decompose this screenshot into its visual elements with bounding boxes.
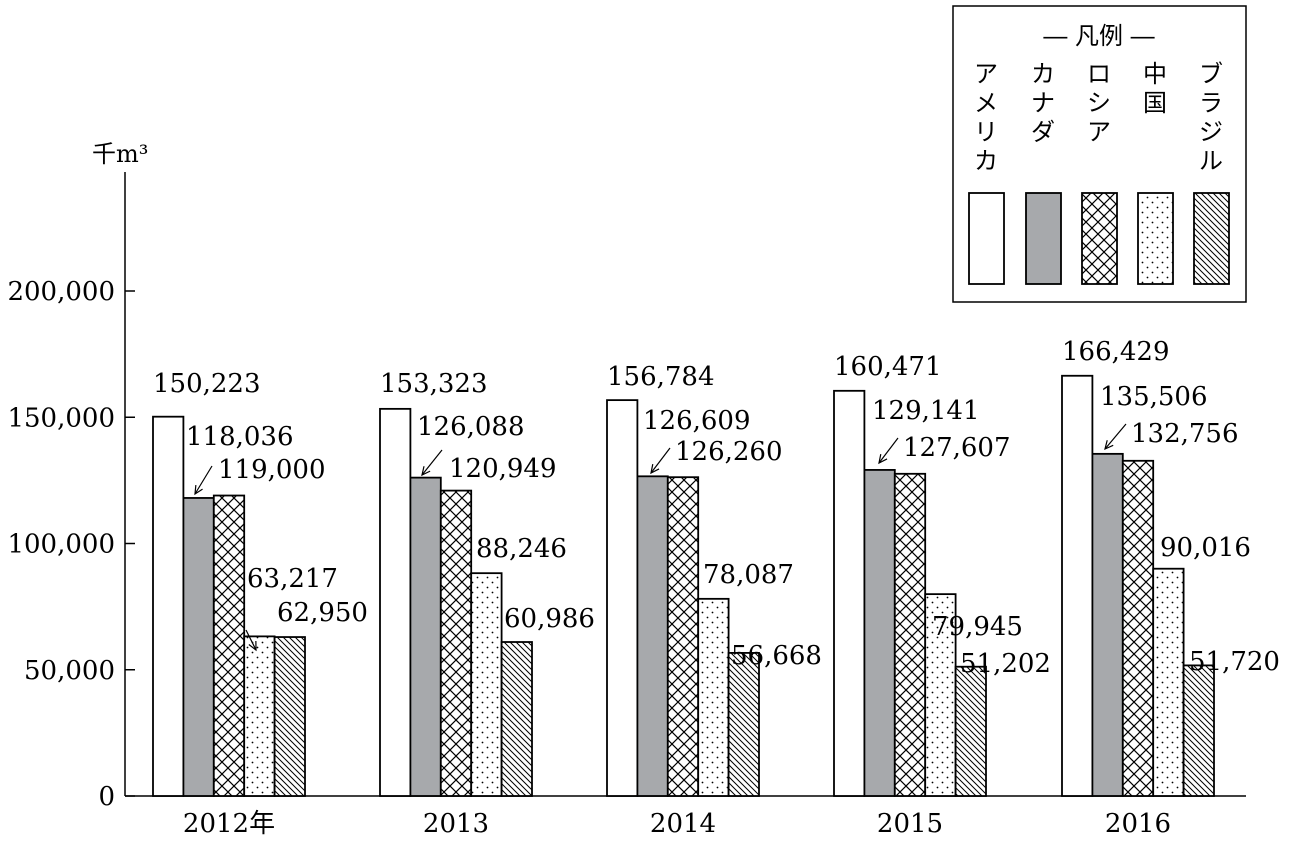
bar-crosshatch-4 — [1121, 459, 1155, 797]
bar-dots-3 — [924, 593, 957, 797]
x-tick-label: 2013 — [423, 809, 489, 839]
legend-label-char: ジ — [1199, 118, 1223, 146]
legend-swatch — [1193, 192, 1230, 285]
bar-crosshatch-3 — [893, 472, 927, 797]
label-leader-arrowhead — [421, 466, 431, 477]
x-tick-label: 2016 — [1105, 809, 1171, 839]
data-label: 126,609 — [643, 406, 751, 436]
label-leader-arrow — [878, 437, 899, 464]
data-label: 51,202 — [960, 649, 1051, 679]
data-label: 78,087 — [703, 560, 794, 590]
data-label: 56,668 — [731, 641, 822, 671]
data-label: 126,260 — [675, 437, 783, 467]
bar-gray-2 — [636, 475, 669, 797]
legend-swatch — [1137, 192, 1174, 285]
bar-white-1 — [379, 407, 412, 797]
x-tick-label: 2015 — [877, 809, 943, 839]
bar-gray-1 — [409, 476, 442, 797]
data-label: 60,986 — [504, 604, 595, 634]
legend-label-char: ラ — [1199, 89, 1223, 117]
data-label: 156,784 — [607, 362, 715, 392]
bar-gray-4 — [1091, 452, 1124, 797]
label-leader-arrowhead — [194, 484, 203, 496]
bar-gray-0 — [182, 497, 215, 797]
bar-white-4 — [1061, 374, 1094, 797]
data-label: 63,217 — [247, 564, 338, 594]
data-label: 51,720 — [1189, 647, 1280, 677]
bar-white-3 — [833, 389, 866, 797]
data-label: 118,036 — [186, 422, 294, 452]
data-label: 90,016 — [1160, 533, 1251, 563]
bar-diagonal-0 — [273, 636, 306, 797]
x-tick-label: 2012年 — [183, 809, 275, 839]
data-label: 88,246 — [476, 534, 567, 564]
legend-label-char: ブ — [1199, 60, 1223, 88]
legend-label-char: カ — [1031, 60, 1055, 88]
legend-label-char: ル — [1199, 147, 1223, 175]
y-axis-unit-label: 千m³ — [92, 140, 148, 168]
bar-diagonal-4 — [1182, 664, 1215, 797]
legend-swatch — [1081, 192, 1118, 285]
y-tick-label: 150,000 — [7, 403, 115, 433]
legend-label-char: 中 — [1143, 60, 1167, 88]
y-tick-label: 0 — [98, 782, 115, 812]
legend-label-char: カ — [974, 147, 998, 175]
data-label: 132,756 — [1131, 419, 1239, 449]
bar-dots-2 — [697, 597, 730, 797]
data-label: 129,141 — [872, 396, 980, 426]
label-leader-arrow — [421, 449, 443, 476]
legend-label-char: ア — [974, 60, 998, 88]
bar-gray-3 — [863, 469, 896, 797]
y-tick-label: 100,000 — [7, 530, 115, 560]
label-leader-arrow — [650, 447, 671, 474]
label-leader-arrowhead — [1104, 440, 1114, 451]
label-leader-arrowhead — [878, 454, 888, 465]
data-label: 135,506 — [1100, 382, 1208, 412]
x-tick-label: 2014 — [650, 809, 716, 839]
bar-white-0 — [152, 415, 185, 797]
data-label: 127,607 — [903, 433, 1011, 463]
bar-white-2 — [606, 399, 639, 797]
data-label: 120,949 — [449, 454, 557, 484]
bar-crosshatch-2 — [666, 476, 700, 797]
bar-dots-4 — [1152, 567, 1185, 797]
label-leader-arrow — [245, 629, 257, 651]
bar-dots-1 — [470, 572, 503, 797]
legend-title: ― 凡例 ― — [1043, 22, 1154, 50]
bar-diagonal-3 — [954, 665, 987, 797]
bar-diagonal-2 — [727, 652, 760, 797]
legend-label-char: ロ — [1087, 60, 1111, 88]
bar-dots-0 — [243, 635, 276, 797]
legend-swatch — [968, 192, 1005, 285]
data-label: 79,945 — [932, 612, 1023, 642]
legend-label-char: ナ — [1031, 89, 1055, 117]
label-leader-arrow — [194, 465, 213, 495]
y-tick-label: 50,000 — [24, 656, 115, 686]
data-label: 150,223 — [153, 369, 261, 399]
legend-label-char: リ — [974, 118, 998, 146]
legend-label-char: ダ — [1031, 118, 1055, 146]
label-leader-arrow — [1104, 423, 1127, 450]
bar-crosshatch-0 — [212, 494, 246, 797]
data-label: 62,950 — [277, 598, 368, 628]
bar-crosshatch-1 — [439, 489, 473, 797]
label-leader-arrowhead — [650, 464, 660, 475]
legend-label-char: ア — [1087, 118, 1111, 146]
legend-label-char: シ — [1087, 89, 1111, 117]
data-label: 126,088 — [417, 412, 525, 442]
y-tick-label: 200,000 — [7, 277, 115, 307]
data-label: 153,323 — [380, 369, 488, 399]
data-label: 160,471 — [834, 352, 942, 382]
data-label: 166,429 — [1062, 337, 1170, 367]
legend-swatch — [1025, 192, 1062, 285]
bar-diagonal-1 — [500, 641, 533, 797]
legend-label-char: メ — [974, 89, 998, 117]
label-leader-arrowhead — [248, 640, 257, 652]
data-label: 119,000 — [218, 455, 326, 485]
legend-label-char: 国 — [1143, 89, 1167, 117]
